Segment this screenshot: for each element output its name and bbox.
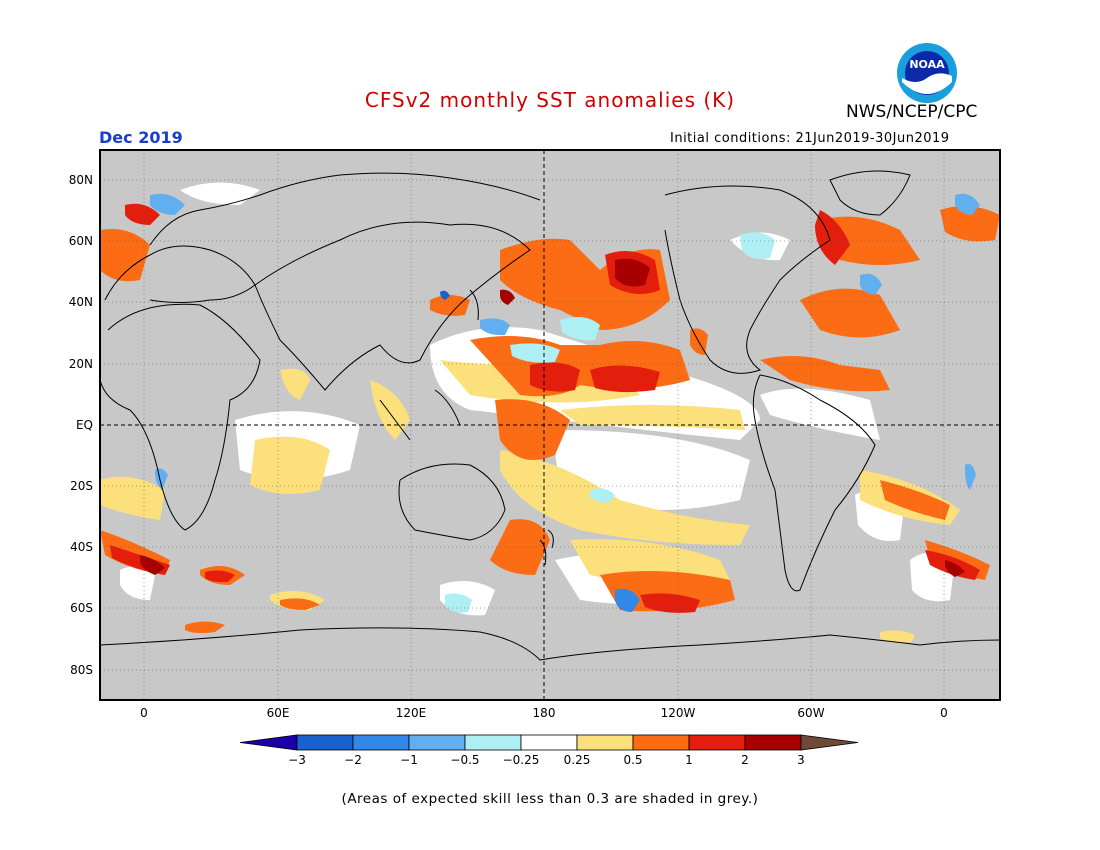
lat-axis: 80N 60N 40N 20N EQ 20S 40S 60S 80S: [69, 173, 93, 677]
legend-bin: [296, 734, 354, 751]
lon-label: 120W: [661, 706, 696, 720]
legend-tick-label: 0.5: [623, 753, 642, 767]
lat-label: EQ: [76, 418, 93, 432]
legend-arrow-high: [800, 734, 859, 751]
legend-tick-label: −3: [288, 753, 306, 767]
forecast-month: Dec 2019: [99, 128, 183, 147]
legend-bin: [408, 734, 466, 751]
lon-label: 180: [533, 706, 556, 720]
legend-tick-label: −0.25: [503, 753, 540, 767]
lon-label: 120E: [396, 706, 427, 720]
lat-label: 40S: [70, 540, 93, 554]
coastlines: [100, 170, 1000, 661]
agency-label: NWS/NCEP/CPC: [846, 102, 978, 122]
legend-tick-label: −0.5: [450, 753, 479, 767]
lat-label: 80N: [69, 173, 93, 187]
legend-bin: [464, 734, 522, 751]
lat-label: 20S: [70, 479, 93, 493]
legend-tick-label: 2: [741, 753, 749, 767]
legend-bin: [632, 734, 690, 751]
map-title: CFSv2 monthly SST anomalies (K): [364, 88, 736, 112]
legend-tick-label: −2: [344, 753, 362, 767]
color-legend: −3 −2 −1 −0.5 −0.25 0.25 0.5 1 2 3: [239, 734, 859, 767]
initial-conditions: Initial conditions: 21Jun2019-30Jun2019: [670, 131, 950, 146]
legend-bin: [520, 734, 578, 751]
lon-label: 0: [140, 706, 148, 720]
legend-bin: [688, 734, 746, 751]
lon-label: 0: [940, 706, 948, 720]
lat-label: 80S: [70, 663, 93, 677]
legend-arrow-low: [239, 734, 298, 751]
noaa-logo-text: NOAA: [909, 58, 945, 71]
legend-bin: [352, 734, 410, 751]
skill-footnote: (Areas of expected skill less than 0.3 a…: [341, 791, 759, 807]
very-strong-warm-anomaly-areas: [140, 258, 965, 577]
lat-label: 60N: [69, 234, 93, 248]
map-field: [100, 150, 1000, 700]
lon-label: 60E: [267, 706, 290, 720]
legend-tick-label: 1: [685, 753, 693, 767]
lat-label: 40N: [69, 295, 93, 309]
noaa-logo: NOAA: [897, 43, 957, 103]
lat-label: 60S: [70, 601, 93, 615]
lon-label: 60W: [797, 706, 824, 720]
legend-tick-label: 0.25: [564, 753, 591, 767]
lat-label: 20N: [69, 357, 93, 371]
legend-bin: [576, 734, 634, 751]
legend-tick-label: −1: [400, 753, 418, 767]
map-frame: [99, 149, 1001, 701]
map-gridlines: [100, 150, 1000, 700]
cold-anomaly-areas: [150, 193, 980, 613]
legend-tick-label: 3: [797, 753, 805, 767]
lon-axis: 0 60E 120E 180 120W 60W 0: [140, 706, 948, 720]
legend-bin: [744, 734, 802, 751]
